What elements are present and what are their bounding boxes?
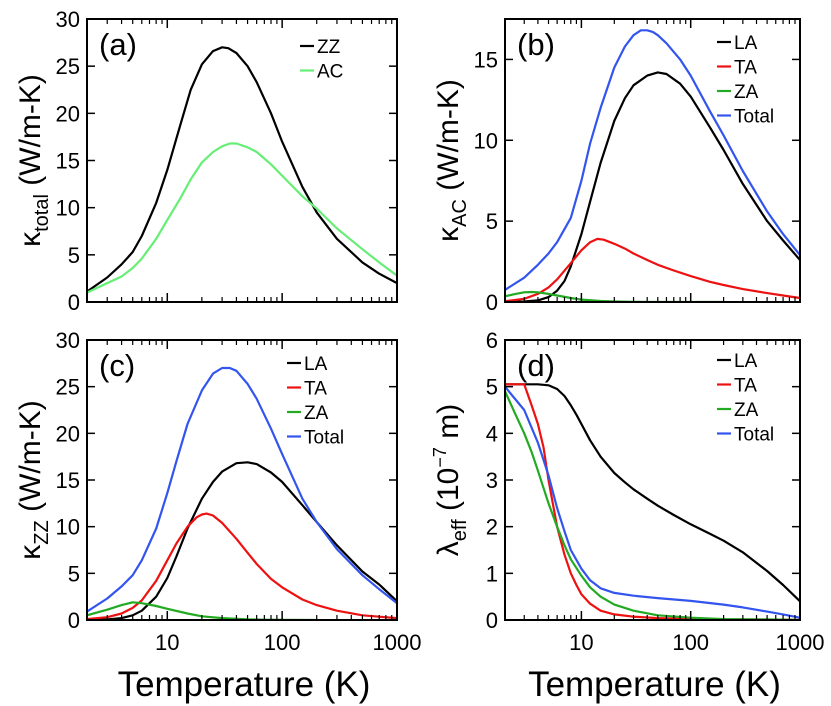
legend: LA TA ZA Total: [287, 354, 344, 449]
y-tick-label: 3: [486, 468, 498, 493]
y-tick-label: 4: [486, 421, 498, 446]
panel-label: (b): [517, 27, 555, 62]
y-tick-label: 5: [68, 561, 80, 586]
x-tick-label: 10: [155, 630, 179, 655]
legend-label-za: ZA: [734, 82, 759, 103]
y-tick-label: 0: [68, 290, 80, 315]
y-tick-label: 25: [56, 54, 80, 79]
y-label-subscript: total: [31, 194, 53, 232]
legend-label-total: Total: [304, 428, 344, 449]
series-line-total: [87, 366, 397, 613]
legend-label-la: LA: [734, 33, 758, 54]
y-axis-label: λeff (10−7 m): [430, 404, 471, 556]
series-line-ta: [505, 237, 800, 302]
y-label-subscript: AC: [449, 199, 471, 227]
plot-frame: [504, 18, 801, 303]
y-tick-label: 20: [56, 101, 80, 126]
y-tick-label: 0: [486, 608, 498, 633]
series-line-ac: [87, 142, 397, 294]
panel-d: 0 1 2 3 4 5 6 10 100 1000 Temperature (K) (d) λeff (…: [430, 328, 824, 704]
y-label-subscript: ZZ: [31, 520, 53, 544]
y-tick-label: 15: [474, 47, 498, 72]
series-line-la: [87, 461, 397, 620]
legend-label-la: LA: [304, 354, 328, 375]
y-label-unit: (W/m-K): [14, 74, 47, 186]
y-tick-label: 2: [486, 515, 498, 540]
legend-label-ta: TA: [304, 379, 327, 400]
legend: LA TA ZA Total: [717, 351, 774, 446]
y-axis-label: κAC (W/m-K): [432, 79, 471, 242]
legend-label-zz: ZZ: [317, 37, 341, 58]
x-tick-label: 10: [569, 630, 593, 655]
legend-label-total: Total: [734, 107, 774, 128]
y-tick-label: 30: [56, 328, 80, 353]
legend-label-total: Total: [734, 425, 774, 446]
y-label-space: [14, 186, 47, 194]
y-tick-label: 25: [56, 375, 80, 400]
y-label-space: [432, 191, 465, 199]
legend: LA TA ZA Total: [717, 33, 774, 128]
y-tick-label: 5: [486, 209, 498, 234]
x-tick-label: 1000: [776, 630, 825, 655]
y-tick-label: 10: [56, 515, 80, 540]
y-label-symbol: κ: [14, 544, 47, 560]
y-label-unit-exponent: −7: [430, 447, 450, 468]
y-tick-label: 0: [486, 290, 498, 315]
y-tick-label: 30: [56, 7, 80, 32]
y-tick-label: 5: [486, 375, 498, 400]
y-label-symbol: κ: [14, 231, 47, 247]
x-axis-label: Temperature (K): [118, 665, 371, 704]
legend-label-ta: TA: [734, 58, 757, 79]
y-label-space: [432, 511, 465, 519]
y-label-unit-suffix: m): [432, 404, 465, 447]
y-tick-label: 0: [68, 608, 80, 633]
y-label-unit: (W/m-K): [432, 79, 465, 191]
y-tick-label: 10: [56, 196, 80, 221]
legend-label-ta: TA: [734, 376, 757, 397]
y-label-symbol: λ: [432, 541, 465, 556]
y-axis-label: κtotal (W/m-K): [14, 74, 53, 247]
legend-label-ac: AC: [317, 62, 343, 83]
x-axis-label: Temperature (K): [528, 665, 781, 704]
y-label-space: [14, 512, 47, 520]
legend-label-la: LA: [734, 351, 758, 372]
x-tick-label: 100: [672, 630, 709, 655]
series-line-la: [505, 71, 800, 302]
y-tick-label: 1: [486, 561, 498, 586]
x-tick-label: 1000: [373, 630, 422, 655]
y-tick-label: 10: [474, 128, 498, 153]
panel-label: (d): [517, 348, 555, 383]
panel-label: (a): [99, 27, 137, 62]
panel-b: 0 5 10 15 (b) κAC (W/m-K) LA TA ZA Total: [432, 18, 801, 315]
y-tick-label: 15: [56, 468, 80, 493]
y-tick-label: 6: [486, 328, 498, 353]
series-line-la: [505, 383, 800, 603]
x-tick-label: 100: [264, 630, 301, 655]
series-line-zz: [87, 46, 397, 293]
panel-label: (c): [99, 348, 135, 383]
series-line-total: [505, 386, 800, 619]
y-tick-label: 5: [68, 243, 80, 268]
y-tick-label: 15: [56, 149, 80, 174]
y-label-unit-prefix: (10: [432, 468, 465, 511]
legend-label-za: ZA: [304, 403, 329, 424]
legend: ZZ AC: [300, 37, 343, 83]
y-axis-label: κZZ (W/m-K): [14, 400, 53, 559]
y-label-symbol: κ: [432, 226, 465, 242]
y-tick-label: 20: [56, 421, 80, 446]
panel-a: 0 5 10 15 20 25 30 (a) κtotal (W/m-K) ZZ AC: [14, 7, 398, 315]
series-line-ta: [87, 512, 397, 620]
series-line-total: [505, 29, 800, 291]
y-label-subscript: eff: [449, 519, 471, 541]
y-label-unit: (W/m-K): [14, 400, 47, 512]
legend-label-za: ZA: [734, 400, 759, 421]
